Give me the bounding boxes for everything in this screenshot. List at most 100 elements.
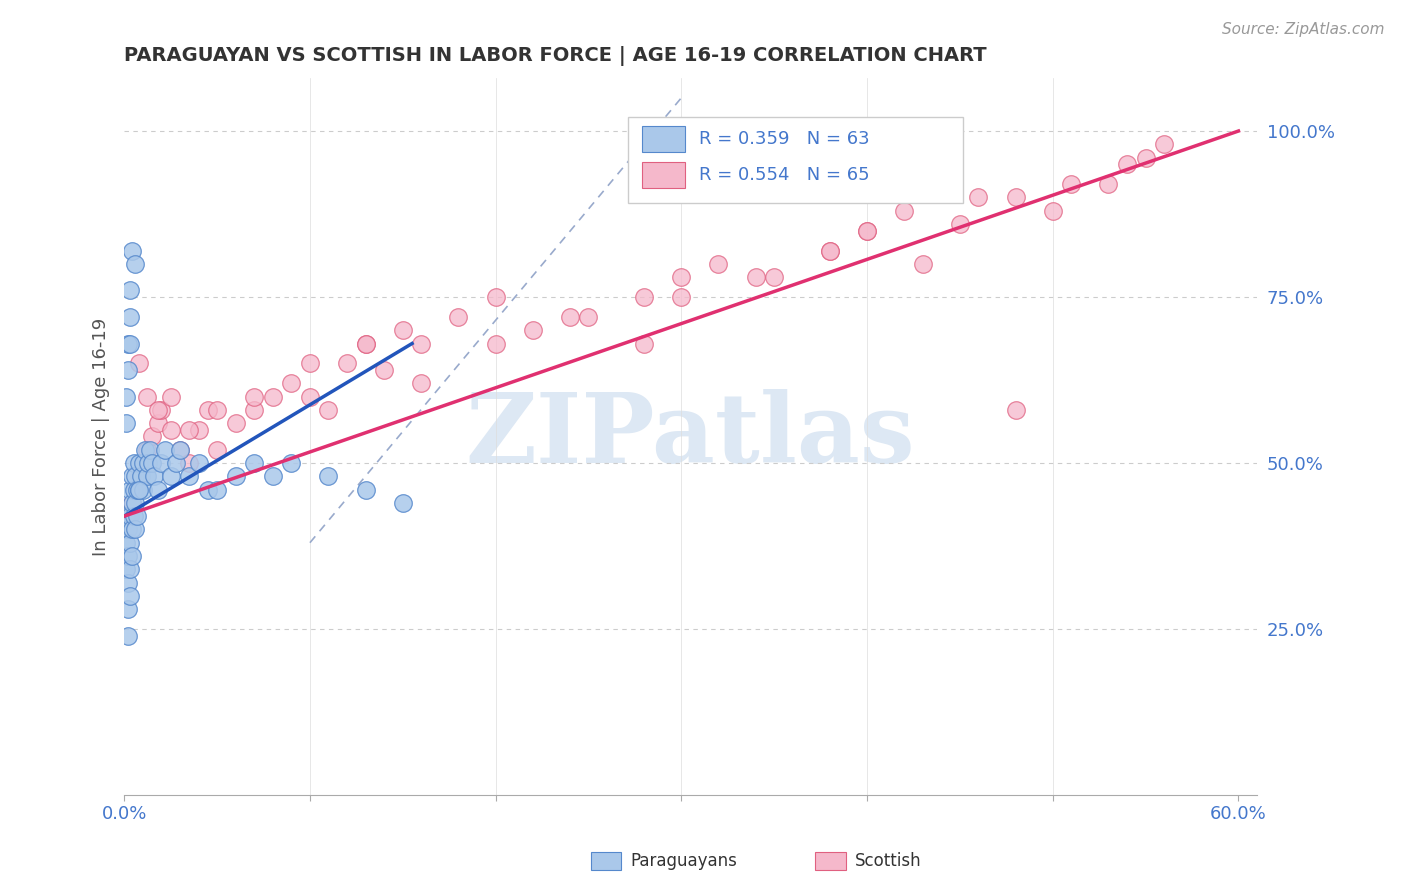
Point [117, 336, 139, 351]
Point [128, 483, 150, 497]
Point [159, 423, 181, 437]
Point [121, 549, 143, 563]
Point [354, 336, 377, 351]
Point [485, 290, 508, 304]
Point [117, 509, 139, 524]
Point [129, 469, 152, 483]
Point [122, 456, 145, 470]
Text: Paraguayans: Paraguayans [630, 852, 737, 870]
Point [118, 535, 141, 549]
Point [197, 483, 219, 497]
Point [243, 456, 266, 470]
FancyBboxPatch shape [628, 118, 963, 203]
Point [707, 257, 730, 271]
Point [117, 629, 139, 643]
Point [763, 270, 786, 285]
Point [671, 290, 693, 304]
Text: R = 0.359   N = 63: R = 0.359 N = 63 [699, 130, 869, 148]
Point [391, 496, 413, 510]
Point [187, 456, 209, 470]
Point [205, 442, 228, 457]
Point [856, 224, 879, 238]
Point [135, 442, 157, 457]
Point [298, 390, 321, 404]
Point [150, 403, 173, 417]
Point [128, 356, 150, 370]
Point [411, 376, 433, 391]
Point [128, 456, 150, 470]
Point [1116, 157, 1139, 171]
Point [159, 469, 181, 483]
Point [115, 416, 138, 430]
Point [262, 390, 284, 404]
Point [141, 456, 163, 470]
Point [150, 456, 173, 470]
Point [165, 456, 187, 470]
Point [122, 483, 145, 497]
Point [225, 416, 247, 430]
Point [893, 203, 915, 218]
Point [124, 483, 146, 497]
Point [115, 562, 138, 576]
Point [558, 310, 581, 324]
Point [146, 403, 169, 417]
Point [121, 244, 143, 258]
Point [118, 310, 141, 324]
Point [354, 336, 377, 351]
Point [1004, 190, 1026, 204]
Point [132, 483, 155, 497]
Point [139, 442, 162, 457]
Point [128, 469, 150, 483]
Point [1060, 177, 1083, 191]
Point [118, 483, 141, 497]
Text: PARAGUAYAN VS SCOTTISH IN LABOR FORCE | AGE 16-19 CORRELATION CHART: PARAGUAYAN VS SCOTTISH IN LABOR FORCE | … [124, 46, 987, 66]
Point [121, 496, 143, 510]
Point [633, 290, 655, 304]
Point [262, 469, 284, 483]
Point [485, 336, 508, 351]
Point [117, 549, 139, 563]
Y-axis label: In Labor Force | Age 16-19: In Labor Force | Age 16-19 [93, 318, 110, 556]
Point [354, 483, 377, 497]
Point [146, 416, 169, 430]
Point [318, 403, 340, 417]
Point [1097, 177, 1119, 191]
Point [225, 469, 247, 483]
Text: ZIPatlas: ZIPatlas [465, 390, 915, 483]
Point [132, 456, 155, 470]
Point [141, 429, 163, 443]
Point [373, 363, 395, 377]
Point [243, 390, 266, 404]
Text: R = 0.554   N = 65: R = 0.554 N = 65 [699, 166, 869, 184]
Point [128, 483, 150, 497]
Point [134, 442, 156, 457]
Point [122, 509, 145, 524]
Point [135, 390, 157, 404]
Point [124, 523, 146, 537]
Point [243, 403, 266, 417]
FancyBboxPatch shape [643, 161, 685, 187]
Point [135, 469, 157, 483]
Point [118, 589, 141, 603]
Text: Scottish: Scottish [855, 852, 921, 870]
Point [115, 509, 138, 524]
Point [578, 310, 600, 324]
Point [159, 390, 181, 404]
Point [818, 244, 841, 258]
Point [132, 456, 155, 470]
Point [121, 469, 143, 483]
Point [522, 323, 544, 337]
Point [118, 284, 141, 298]
Point [118, 336, 141, 351]
Point [138, 456, 160, 470]
Point [1042, 203, 1064, 218]
Point [949, 217, 972, 231]
Point [115, 535, 138, 549]
Point [391, 323, 413, 337]
Point [298, 356, 321, 370]
Point [280, 376, 302, 391]
Point [1135, 151, 1157, 165]
Point [197, 403, 219, 417]
Point [179, 423, 201, 437]
FancyBboxPatch shape [643, 126, 685, 152]
